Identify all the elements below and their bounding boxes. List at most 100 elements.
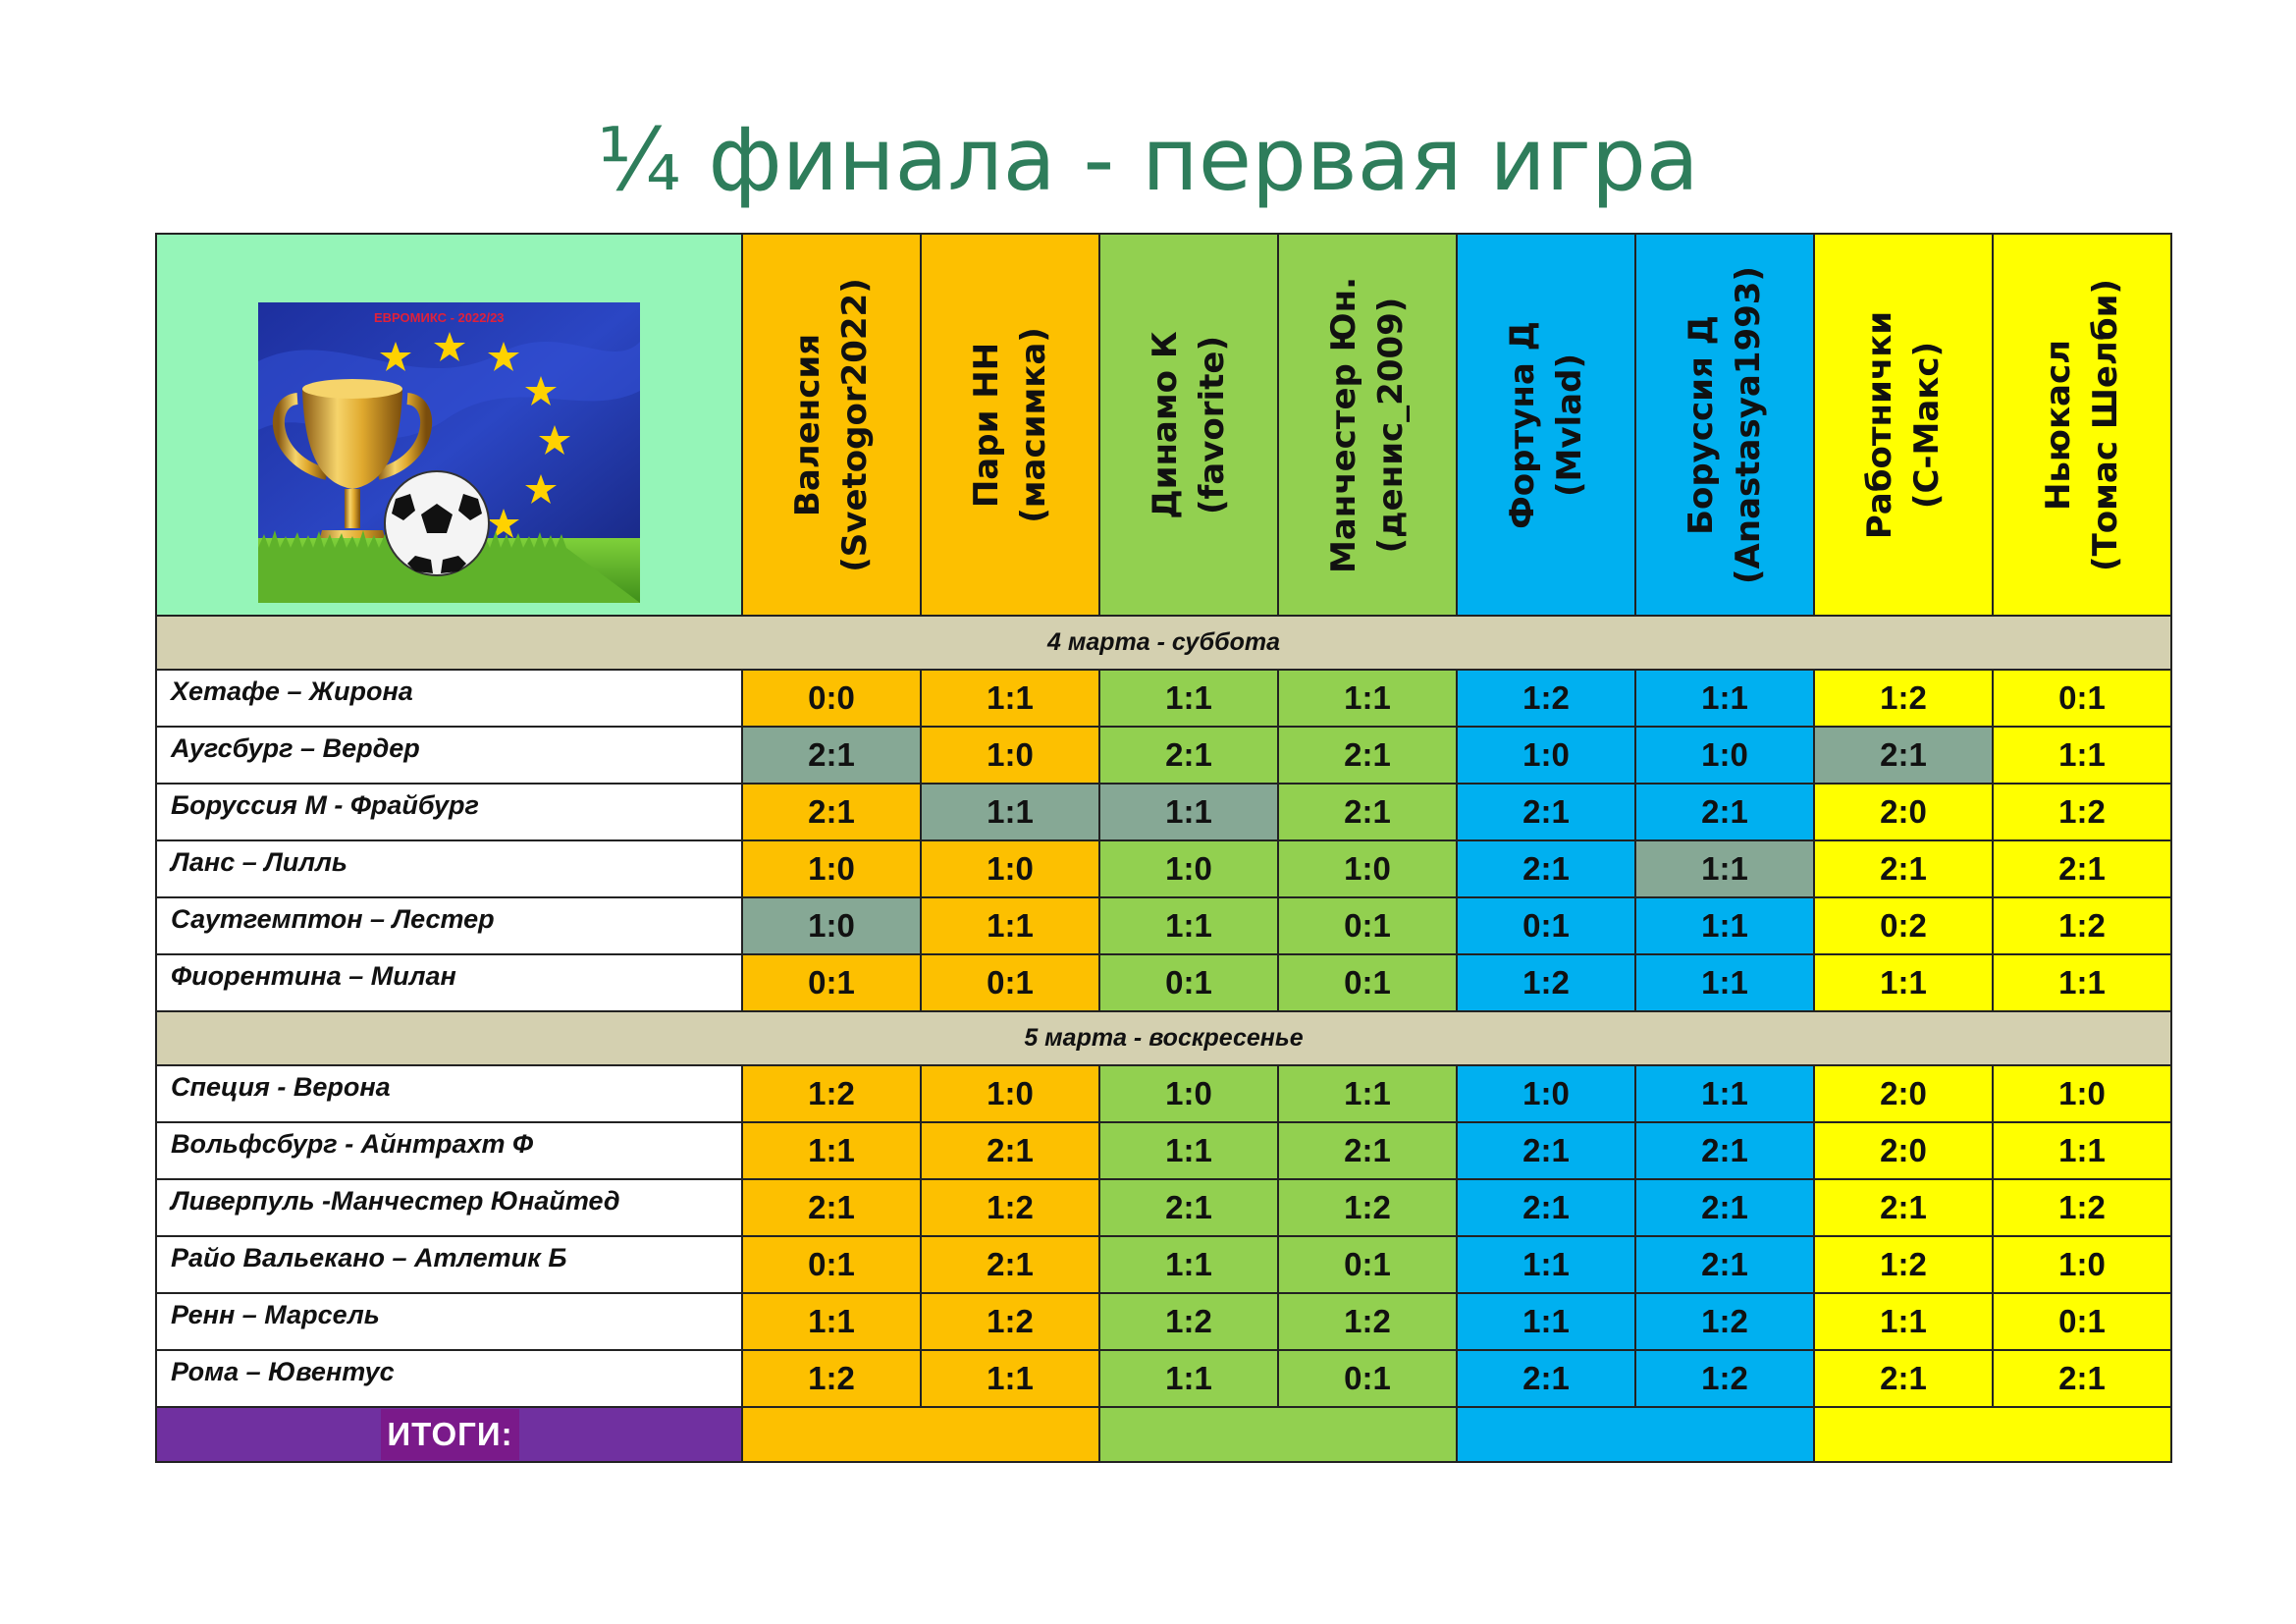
score-cell: 0:1 — [741, 953, 922, 1012]
team-name: Пари НН — [967, 342, 1006, 508]
score-cell: 2:1 — [1277, 783, 1458, 841]
column-header: Манчестер Юн. (денис_2009) — [1277, 233, 1458, 617]
column-header: Динамо К (favorite) — [1098, 233, 1279, 617]
score-cell: 1:2 — [1456, 953, 1636, 1012]
score-cell: 0:1 — [1992, 1292, 2172, 1351]
match-name: Вольфсбург - Айнтрахт Ф — [155, 1121, 743, 1180]
score-cell: 1:2 — [1992, 1178, 2172, 1237]
score-cell: 1:0 — [1456, 1064, 1636, 1123]
score-cell: 2:1 — [1098, 726, 1279, 785]
score-cell: 1:0 — [920, 1064, 1100, 1123]
score-cell: 1:1 — [1813, 953, 1994, 1012]
score-cell: 1:1 — [1634, 1064, 1815, 1123]
date-label: 5 марта - воскресенье — [155, 1010, 2172, 1066]
score-cell: 1:0 — [920, 839, 1100, 898]
score-cell: 1:1 — [1098, 783, 1279, 841]
score-cell: 1:1 — [1098, 896, 1279, 955]
team-name: Работнички — [1860, 310, 1899, 539]
match-name: Саутгемптон – Лестер — [155, 896, 743, 955]
score-cell: 1:1 — [1634, 839, 1815, 898]
team-name: Валенсия — [788, 333, 828, 516]
score-cell: 1:1 — [920, 783, 1100, 841]
score-cell: 1:1 — [1098, 669, 1279, 728]
team-name: Динамо К — [1146, 330, 1185, 519]
match-row: Боруссия М - Фрайбург 2:1 1:1 1:1 2:1 2:… — [155, 783, 2172, 841]
score-cell: 2:1 — [1456, 1178, 1636, 1237]
match-row: Ланс – Лилль 1:0 1:0 1:0 1:0 2:1 1:1 2:1… — [155, 839, 2172, 898]
match-row: Саутгемптон – Лестер 1:0 1:1 1:1 0:1 0:1… — [155, 896, 2172, 955]
team-name: Манчестер Юн. — [1324, 276, 1363, 573]
cup-and-ball-image: ЕВРОМИКС - 2022/23 — [258, 302, 640, 603]
score-cell: 1:1 — [1992, 1121, 2172, 1180]
player-name: (денис_2009) — [1371, 297, 1411, 553]
score-cell: 1:2 — [1634, 1349, 1815, 1408]
score-cell: 1:1 — [1098, 1349, 1279, 1408]
score-cell: 2:1 — [1634, 1235, 1815, 1294]
score-cell: 1:1 — [1992, 953, 2172, 1012]
score-cell: 1:0 — [1992, 1064, 2172, 1123]
score-cell: 2:1 — [741, 1178, 922, 1237]
score-cell: 0:2 — [1813, 896, 1994, 955]
score-cell: 1:2 — [741, 1349, 922, 1408]
totals-row: ИТОГИ: — [155, 1406, 2172, 1463]
score-cell: 1:2 — [1098, 1292, 1279, 1351]
score-cell: 1:1 — [1098, 1235, 1279, 1294]
player-name: (С-Макс) — [1907, 341, 1947, 509]
match-row: Хетафе – Жирона 0:0 1:1 1:1 1:1 1:2 1:1 … — [155, 669, 2172, 728]
date-label: 4 марта - суббота — [155, 615, 2172, 671]
match-name: Райо Вальекано – Атлетик Б — [155, 1235, 743, 1294]
totals-cell-pair-1 — [741, 1406, 1100, 1463]
match-name: Рома – Ювентус — [155, 1349, 743, 1408]
score-cell: 2:1 — [1456, 783, 1636, 841]
predictions-table: ЕВРОМИКС - 2022/23 — [155, 233, 2172, 1463]
score-cell: 2:1 — [741, 783, 922, 841]
match-name: Ланс – Лилль — [155, 839, 743, 898]
match-name: Боруссия М - Фрайбург — [155, 783, 743, 841]
score-cell: 0:1 — [1277, 1235, 1458, 1294]
score-cell: 1:0 — [1456, 726, 1636, 785]
score-cell: 2:0 — [1813, 783, 1994, 841]
match-name: Хетафе – Жирона — [155, 669, 743, 728]
score-cell: 1:1 — [741, 1292, 922, 1351]
match-row: Ренн – Марсель 1:1 1:2 1:2 1:2 1:1 1:2 1… — [155, 1292, 2172, 1351]
score-cell: 1:2 — [1992, 783, 2172, 841]
score-cell: 1:0 — [1992, 1235, 2172, 1294]
score-cell: 1:2 — [1277, 1178, 1458, 1237]
header-row: ЕВРОМИКС - 2022/23 — [155, 233, 2172, 617]
score-cell: 0:1 — [1098, 953, 1279, 1012]
score-cell: 1:0 — [1098, 839, 1279, 898]
score-cell: 1:1 — [1456, 1292, 1636, 1351]
logo-caption: ЕВРОМИКС - 2022/23 — [374, 310, 505, 325]
score-cell: 0:1 — [1456, 896, 1636, 955]
totals-cell-pair-2 — [1098, 1406, 1458, 1463]
score-cell: 2:1 — [1098, 1178, 1279, 1237]
score-cell: 1:0 — [1098, 1064, 1279, 1123]
totals-label-cell: ИТОГИ: — [155, 1406, 743, 1463]
score-cell: 1:2 — [1992, 896, 2172, 955]
score-cell: 1:2 — [1813, 1235, 1994, 1294]
score-cell: 1:0 — [741, 839, 922, 898]
score-cell: 1:1 — [1634, 953, 1815, 1012]
score-cell: 1:1 — [1813, 1292, 1994, 1351]
score-cell: 2:1 — [1277, 726, 1458, 785]
column-header: Работнички (С-Макс) — [1813, 233, 1994, 617]
score-cell: 1:0 — [920, 726, 1100, 785]
score-cell: 0:1 — [920, 953, 1100, 1012]
match-name: Фиорентина – Милан — [155, 953, 743, 1012]
score-cell: 1:1 — [1098, 1121, 1279, 1180]
score-cell: 1:0 — [1634, 726, 1815, 785]
column-header: Валенсия (Svetogor2022) — [741, 233, 922, 617]
player-name: (Томас Шелби) — [2086, 278, 2125, 571]
player-name: (Anastasya1993) — [1729, 265, 1768, 584]
score-cell: 2:1 — [741, 726, 922, 785]
match-row: Специя - Верона 1:2 1:0 1:0 1:1 1:0 1:1 … — [155, 1064, 2172, 1123]
score-cell: 1:1 — [1277, 1064, 1458, 1123]
match-row: Ливерпуль -Манчестер Юнайтед 2:1 1:2 2:1… — [155, 1178, 2172, 1237]
score-cell: 1:1 — [920, 1349, 1100, 1408]
match-name: Ренн – Марсель — [155, 1292, 743, 1351]
score-cell: 1:1 — [920, 669, 1100, 728]
score-cell: 2:1 — [1992, 1349, 2172, 1408]
match-name: Ливерпуль -Манчестер Юнайтед — [155, 1178, 743, 1237]
score-cell: 0:1 — [1277, 896, 1458, 955]
score-cell: 2:1 — [1634, 783, 1815, 841]
